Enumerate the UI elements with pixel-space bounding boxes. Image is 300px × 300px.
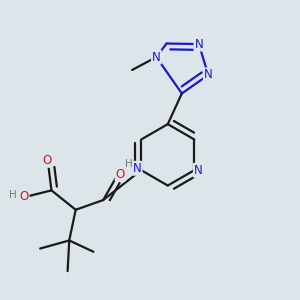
Text: H: H <box>125 159 133 170</box>
Text: H: H <box>10 190 17 200</box>
Text: O: O <box>20 190 28 203</box>
Text: O: O <box>116 168 125 181</box>
Text: N: N <box>204 68 213 81</box>
Text: N: N <box>133 162 142 175</box>
Text: N: N <box>194 164 203 177</box>
Text: N: N <box>152 51 161 64</box>
Text: O: O <box>42 154 51 167</box>
Text: N: N <box>194 38 203 51</box>
